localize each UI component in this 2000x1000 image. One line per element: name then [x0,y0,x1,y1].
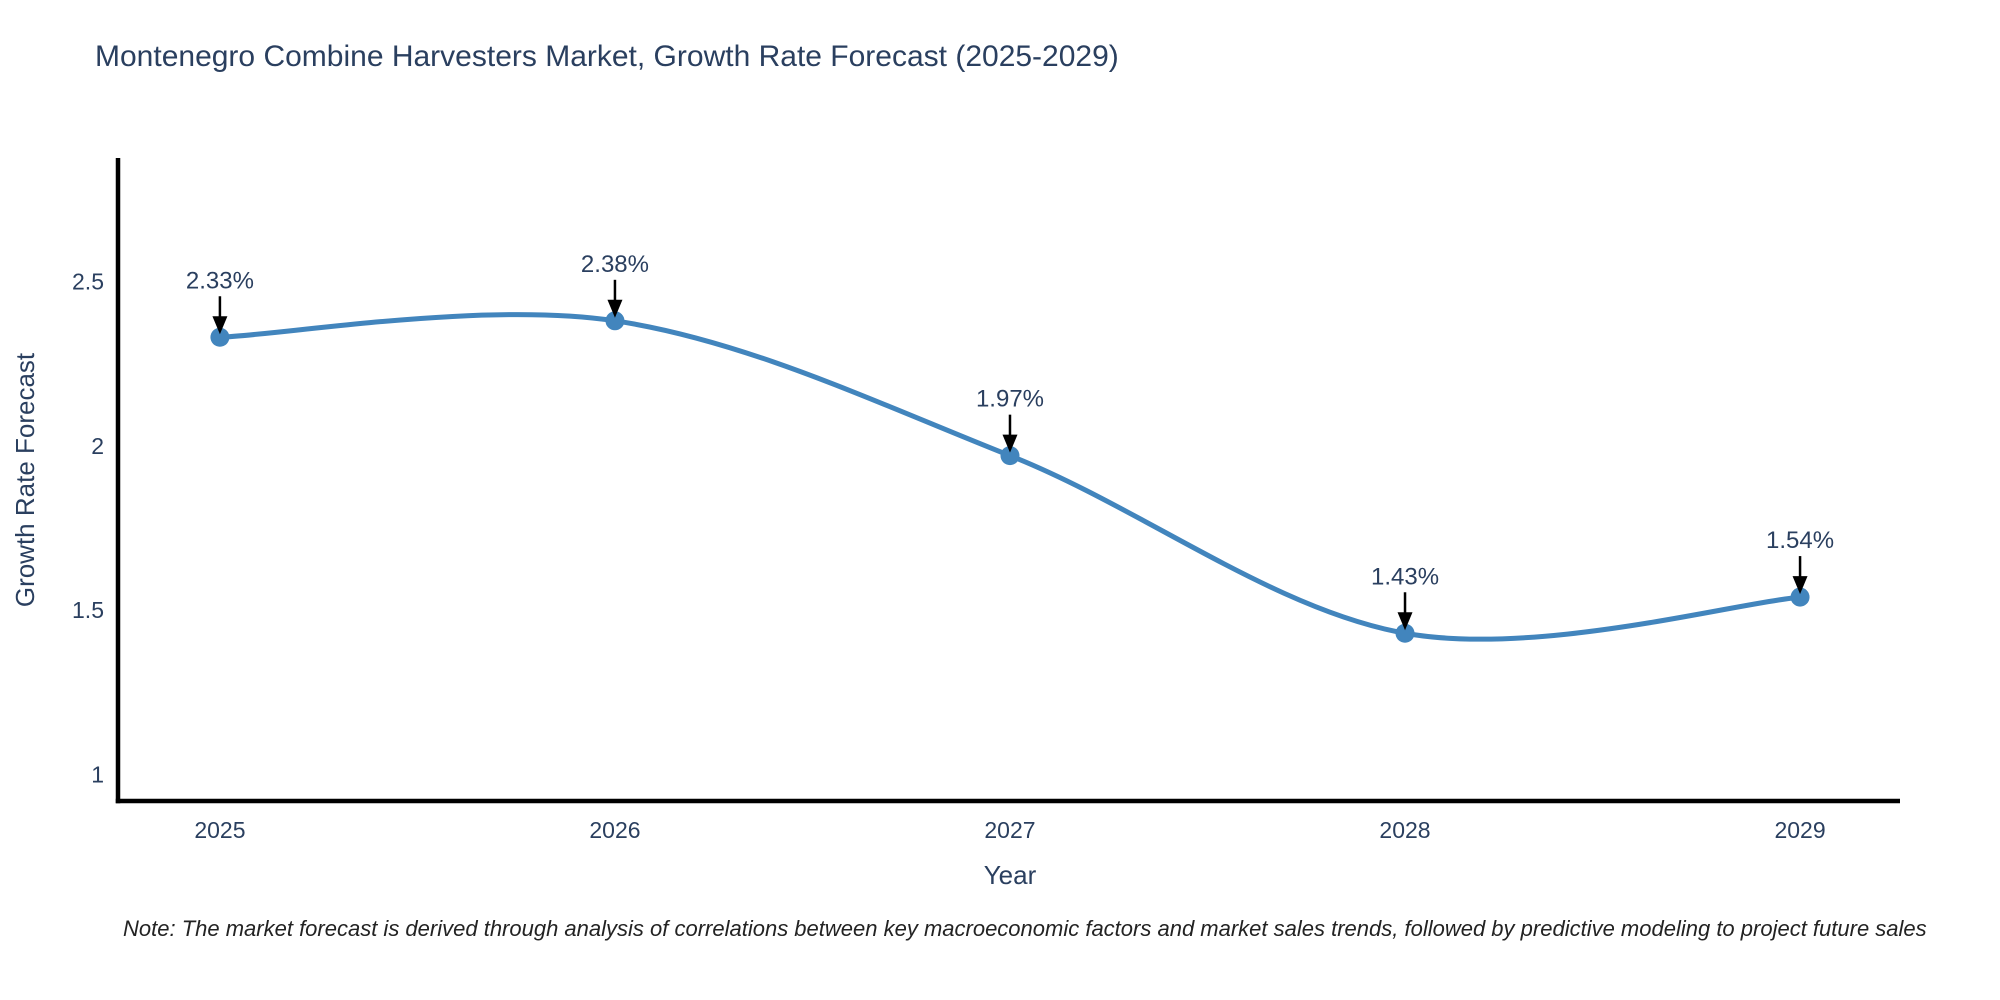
annotation-arrowhead [212,316,228,335]
annotation-arrowhead [1792,576,1808,595]
x-tick-label: 2026 [589,817,640,843]
data-point-marker [1790,587,1810,607]
x-axis-title: Year [984,860,1037,890]
point-annotations: 2.33% 2.38% 1.97% 1.43% 1.54% [186,251,1834,631]
annotation-arrowhead [1397,612,1413,631]
annotation-arrowhead [607,299,623,318]
data-point-marker [1395,623,1415,643]
y-axis-title: Growth Rate Forecast [10,352,40,607]
data-point-label: 2.33% [186,267,254,294]
data-point-marker [210,327,230,347]
x-tick-label: 2028 [1379,817,1430,843]
x-tick-label: 2029 [1774,817,1825,843]
axes [115,158,1900,804]
data-point-label: 1.43% [1371,563,1439,590]
series-line [217,312,1803,642]
y-tick-label: 2 [91,433,104,459]
y-tick-label: 1.5 [72,597,104,623]
data-point-markers [210,311,1810,643]
data-point-label: 1.97% [976,386,1044,413]
data-point-label: 2.38% [581,251,649,278]
tick-labels: 1 1.5 2 2.5 2025 2026 2027 2028 2029 [72,268,1826,843]
y-tick-label: 2.5 [72,268,104,294]
x-tick-label: 2025 [194,817,245,843]
annotation-arrowhead [1002,434,1018,453]
data-point-marker [1000,446,1020,466]
data-point-label: 1.54% [1766,527,1834,554]
data-point-marker [605,311,625,331]
x-tick-label: 2027 [984,817,1035,843]
y-tick-label: 1 [91,762,104,788]
footnote: Note: The market forecast is derived thr… [123,916,1927,941]
forecast-line [217,312,1803,642]
chart-title: Montenegro Combine Harvesters Market, Gr… [95,40,1119,73]
